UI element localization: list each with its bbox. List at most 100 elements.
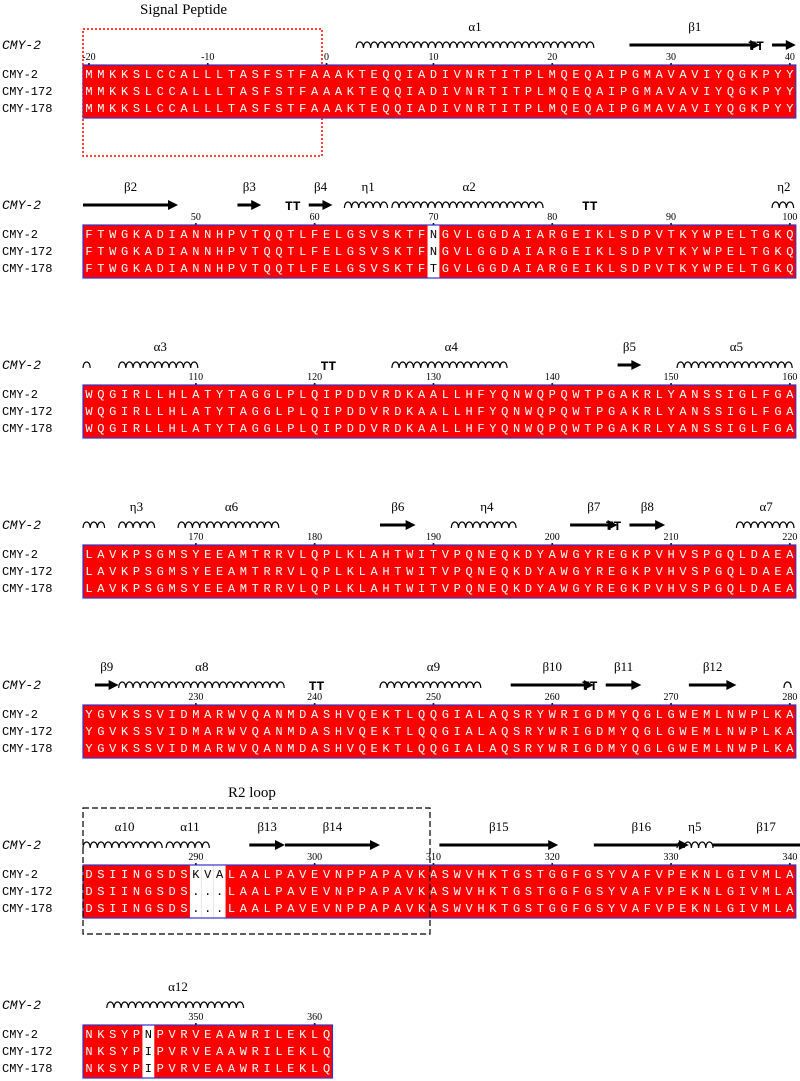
residue: L (608, 262, 615, 276)
residue: D (347, 422, 354, 436)
residue: S (180, 885, 187, 899)
residue: A (216, 1062, 224, 1076)
structure-element-label: α12 (168, 979, 188, 994)
residue: L (406, 725, 413, 739)
residue: I (739, 902, 746, 916)
residue: V (109, 548, 117, 562)
residue: G (264, 422, 271, 436)
residue: M (287, 742, 294, 756)
residue: L (192, 102, 199, 116)
residue: T (204, 405, 211, 419)
residue: N (133, 868, 140, 882)
residue: G (549, 868, 556, 882)
residue: D (85, 885, 92, 899)
residue: A (620, 405, 628, 419)
residue: A (264, 742, 272, 756)
residue: P (644, 245, 651, 259)
residue: V (370, 228, 378, 242)
residue: A (323, 68, 331, 82)
position-tick-label: 20 (547, 52, 557, 63)
sequence-name: CMY-172 (2, 565, 52, 579)
residue: A (228, 565, 236, 579)
residue: E (572, 85, 579, 99)
residue: Q (727, 68, 734, 82)
residue: E (572, 102, 579, 116)
residue: A (97, 548, 105, 562)
residue: N (513, 388, 520, 402)
residue: K (109, 85, 117, 99)
residue: N (192, 245, 199, 259)
residue: A (620, 422, 628, 436)
residue: I (454, 725, 461, 739)
residue: G (572, 582, 579, 596)
residue: K (774, 245, 782, 259)
sequence-name: CMY-2 (2, 868, 38, 882)
residue: A (216, 1028, 224, 1042)
residue: A (786, 582, 794, 596)
residue: V (240, 742, 248, 756)
residue: P (667, 902, 674, 916)
residue: T (406, 228, 413, 242)
strand-arrowhead (631, 360, 642, 370)
residue: K (133, 245, 141, 259)
residue: R (477, 68, 484, 82)
residue: F (311, 228, 318, 242)
residue: L (774, 868, 781, 882)
residue: V (454, 68, 462, 82)
residue: A (394, 868, 402, 882)
residue: A (228, 548, 236, 562)
residue: I (584, 245, 591, 259)
position-tick-label: 300 (307, 852, 322, 863)
residue: T (252, 548, 259, 562)
residue: Q (359, 742, 366, 756)
residue: S (691, 565, 698, 579)
residue: V (168, 1028, 176, 1042)
residue: M (97, 68, 104, 82)
structure-reference-label: CMY-2 (2, 518, 41, 533)
structure-element-label: α4 (445, 339, 459, 354)
residue: G (561, 902, 568, 916)
structure-element-label: β9 (100, 659, 113, 674)
residue: G (442, 742, 449, 756)
residue: S (180, 868, 187, 882)
residue: D (501, 245, 508, 259)
residue: A (216, 1045, 224, 1059)
residue: S (323, 708, 330, 722)
residue: P (751, 708, 758, 722)
residue: H (216, 228, 223, 242)
residue: L (739, 262, 746, 276)
residue: K (121, 102, 129, 116)
residue: P (751, 742, 758, 756)
strand-arrowhead (607, 520, 618, 530)
residue: E (608, 565, 615, 579)
residue: D (596, 742, 603, 756)
residue: G (561, 885, 568, 899)
residue: W (109, 262, 117, 276)
residue: I (572, 742, 579, 756)
position-tick-label: 200 (545, 532, 560, 543)
residue: L (762, 708, 769, 722)
residue: A (252, 902, 260, 916)
residue: V (454, 228, 462, 242)
residue: L (299, 405, 306, 419)
residue: Q (632, 742, 639, 756)
residue: V (442, 565, 450, 579)
residue: G (561, 245, 568, 259)
residue: I (608, 68, 615, 82)
residue: P (715, 228, 722, 242)
residue: Y (584, 582, 591, 596)
residue: D (157, 245, 164, 259)
sequence-name: CMY-178 (2, 422, 52, 436)
helix-mark (177, 521, 280, 529)
residue: A (323, 102, 331, 116)
residue: Y (216, 422, 223, 436)
residue: A (370, 902, 378, 916)
residue: L (192, 85, 199, 99)
residue: T (489, 102, 496, 116)
sequence-name: CMY-178 (2, 902, 52, 916)
residue: I (525, 245, 532, 259)
residue: A (264, 708, 272, 722)
residue: V (406, 885, 414, 899)
residue: R (561, 708, 568, 722)
residue: L (656, 405, 663, 419)
